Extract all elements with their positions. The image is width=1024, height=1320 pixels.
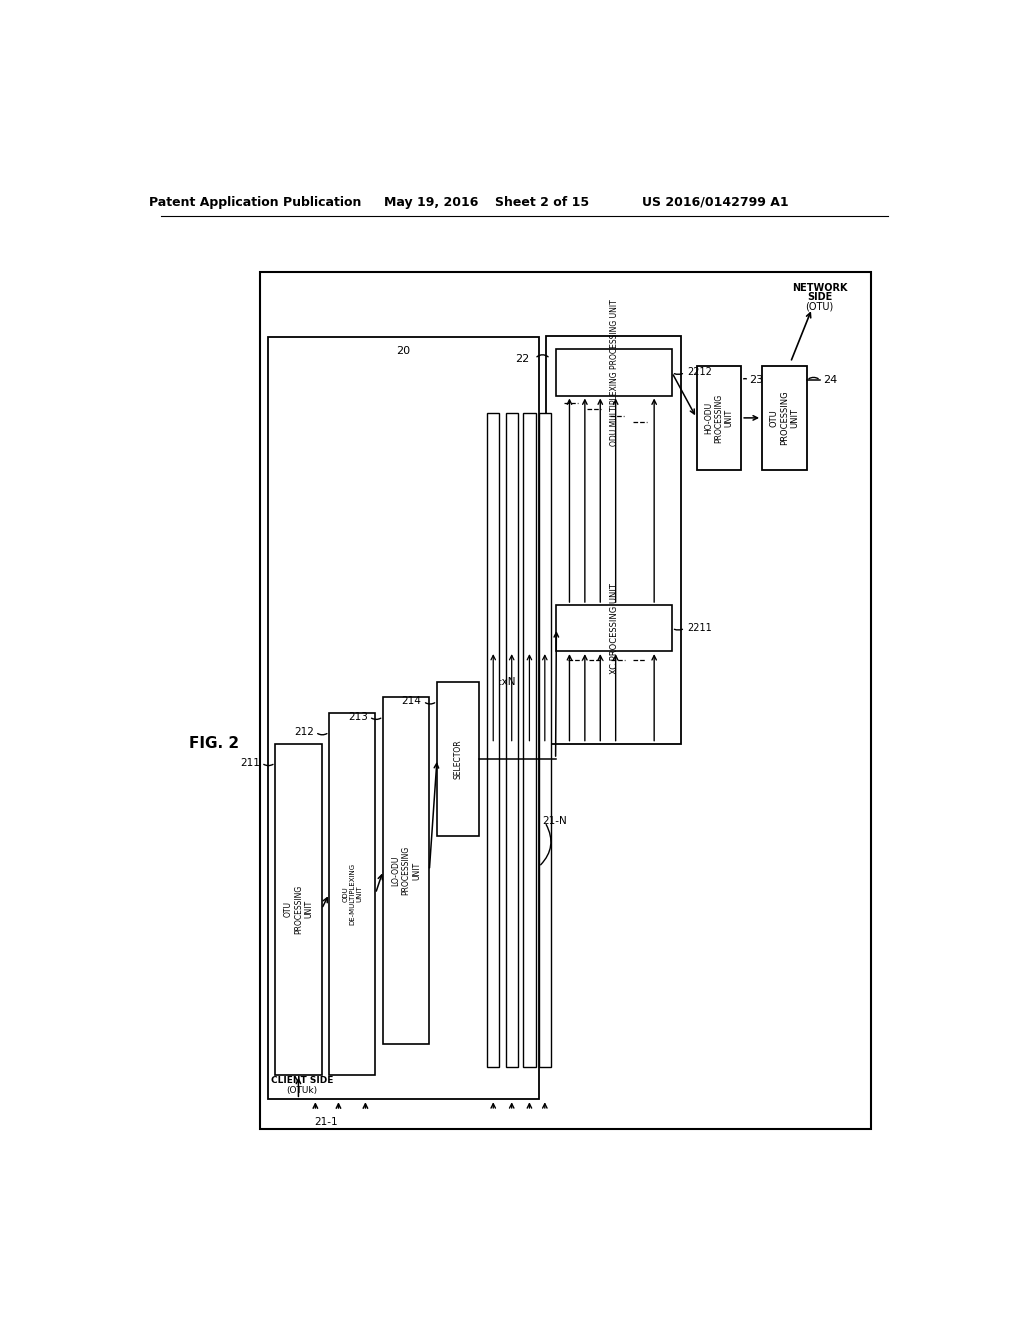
Text: SELECTOR: SELECTOR <box>454 739 462 779</box>
Text: Patent Application Publication: Patent Application Publication <box>150 195 361 209</box>
Text: 22: 22 <box>515 354 529 363</box>
Text: CLIENT SIDE: CLIENT SIDE <box>271 1076 334 1085</box>
Text: 211: 211 <box>240 758 260 768</box>
Text: Sheet 2 of 15: Sheet 2 of 15 <box>496 195 590 209</box>
Bar <box>762 366 807 470</box>
Text: 21-1: 21-1 <box>313 1118 338 1127</box>
Bar <box>506 413 518 1067</box>
Text: HO-ODU
PROCESSING
UNIT: HO-ODU PROCESSING UNIT <box>703 393 734 442</box>
Bar <box>330 713 376 1074</box>
Text: 21-N: 21-N <box>543 816 567 825</box>
Text: OTU
PROCESSING
UNIT: OTU PROCESSING UNIT <box>284 884 313 933</box>
Text: ODU MULTIPLEXING PROCESSING UNIT: ODU MULTIPLEXING PROCESSING UNIT <box>609 300 618 446</box>
Text: (OTUk): (OTUk) <box>287 1085 317 1094</box>
Text: ODU
DE-MULTIPLEXING
UNIT: ODU DE-MULTIPLEXING UNIT <box>342 863 362 925</box>
Text: May 19, 2016: May 19, 2016 <box>384 195 478 209</box>
Text: 213: 213 <box>348 711 368 722</box>
Text: FIG. 2: FIG. 2 <box>188 737 239 751</box>
Text: 214: 214 <box>401 696 422 706</box>
Text: 212: 212 <box>294 727 313 737</box>
Bar <box>275 743 322 1074</box>
Bar <box>437 682 479 836</box>
Text: 2212: 2212 <box>687 367 712 378</box>
Text: NETWORK: NETWORK <box>792 282 848 293</box>
Text: XC PROCESSING UNIT: XC PROCESSING UNIT <box>609 582 618 673</box>
Text: 23: 23 <box>749 375 763 385</box>
Text: (OTU): (OTU) <box>806 301 834 312</box>
Bar <box>523 413 536 1067</box>
Text: 20: 20 <box>396 346 411 356</box>
Bar <box>260 272 870 1129</box>
Bar <box>556 350 672 396</box>
Text: 2211: 2211 <box>687 623 712 634</box>
Text: :xN: :xN <box>499 677 517 686</box>
Bar <box>556 605 672 651</box>
Text: LO-ODU
PROCESSING
UNIT: LO-ODU PROCESSING UNIT <box>391 846 421 895</box>
Bar <box>487 413 500 1067</box>
Text: OTU
PROCESSING
UNIT: OTU PROCESSING UNIT <box>769 391 799 445</box>
Bar <box>547 335 681 743</box>
Bar <box>539 413 551 1067</box>
Text: 24: 24 <box>823 375 838 385</box>
Text: US 2016/0142799 A1: US 2016/0142799 A1 <box>642 195 790 209</box>
Bar <box>267 337 539 1100</box>
Bar <box>696 366 741 470</box>
Text: SIDE: SIDE <box>807 292 833 302</box>
Bar <box>383 697 429 1044</box>
